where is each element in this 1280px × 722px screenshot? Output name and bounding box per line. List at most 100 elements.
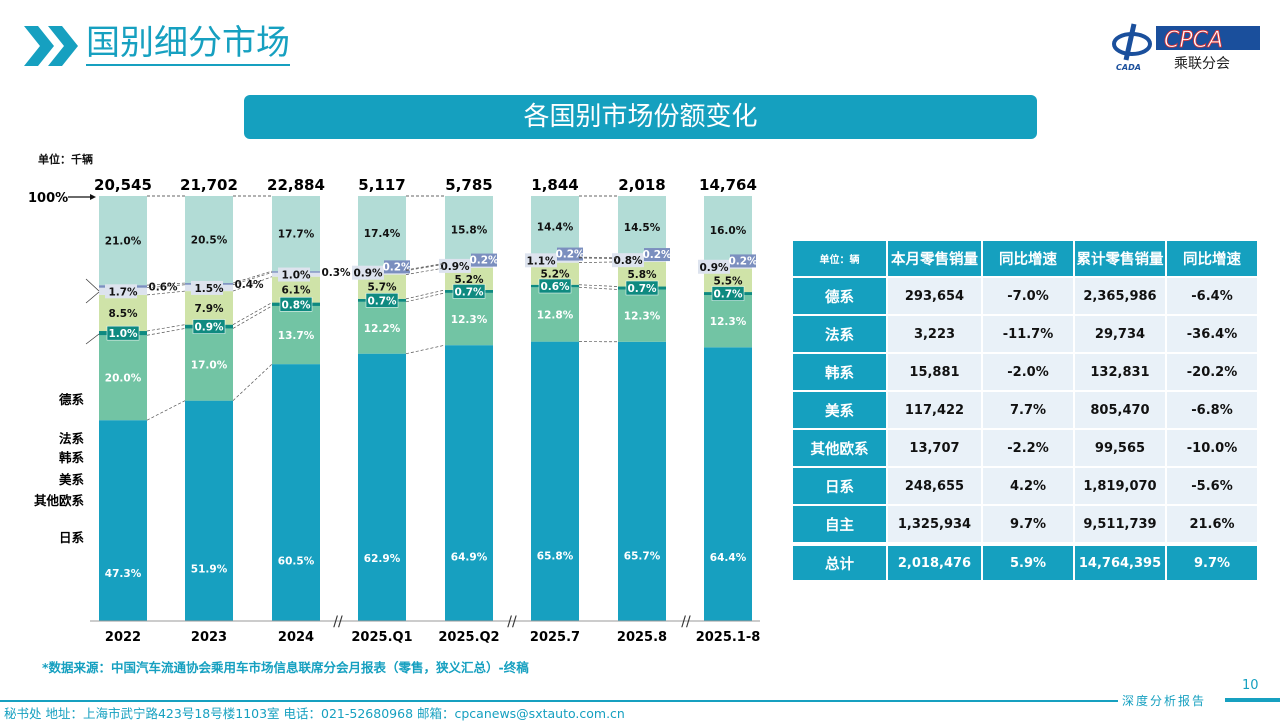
data-label: 0.7% xyxy=(627,283,657,295)
row-label: 自主 xyxy=(793,506,886,542)
bar-segment xyxy=(531,342,579,621)
table-cell: -10.0% xyxy=(1167,430,1257,466)
data-label: 12.3% xyxy=(710,316,747,328)
data-label: 8.5% xyxy=(108,308,138,320)
table-cell: 99,565 xyxy=(1075,430,1165,466)
arrow-icon xyxy=(90,194,96,200)
connector-line xyxy=(579,287,618,289)
total-label: 1,844 xyxy=(531,176,578,194)
data-label: 0.2% xyxy=(382,261,412,273)
connector-line xyxy=(147,328,185,335)
total-label: 5,785 xyxy=(445,176,492,194)
page-title: 国别细分市场 xyxy=(86,22,290,66)
footer-divider xyxy=(0,700,1118,702)
total-label: 5,117 xyxy=(358,176,405,194)
connector-line xyxy=(147,401,185,421)
table-cell: -7.0% xyxy=(983,278,1073,314)
table-cell: 9.7% xyxy=(983,506,1073,542)
data-label: 1.7% xyxy=(108,286,138,298)
table-cell: 1,325,934 xyxy=(888,506,981,542)
total-label: 20,545 xyxy=(94,176,152,194)
data-label: 7.9% xyxy=(194,303,224,315)
data-label: 21.0% xyxy=(105,236,142,248)
data-label: 0.2% xyxy=(642,249,672,261)
data-label: 0.9% xyxy=(699,262,729,274)
data-label: 12.3% xyxy=(624,311,661,323)
table-cell: -2.0% xyxy=(983,354,1073,390)
footer-divider-right xyxy=(1225,698,1280,702)
connector-line xyxy=(233,364,272,401)
row-label: 美系 xyxy=(793,392,886,428)
connector-line xyxy=(406,345,445,354)
page-number: 10 xyxy=(1242,678,1259,693)
table-cell: 4.2% xyxy=(983,468,1073,504)
data-label: 62.9% xyxy=(364,553,401,565)
total-label: 14,764 xyxy=(699,176,757,194)
series-label: 美系 xyxy=(59,472,85,487)
table-cell: -11.7% xyxy=(983,316,1073,352)
data-label: 17.7% xyxy=(278,229,315,241)
bar-segment xyxy=(445,345,493,621)
data-label: 14.5% xyxy=(624,222,661,234)
series-label: 德系 xyxy=(59,392,85,407)
table-cell: 2,365,986 xyxy=(1075,278,1165,314)
data-label: 0.2% xyxy=(469,255,499,267)
connector-line xyxy=(233,303,272,325)
svg-text:CPCA: CPCA xyxy=(1164,28,1223,53)
leader-line xyxy=(86,279,99,291)
data-label: 1.5% xyxy=(194,283,224,295)
data-label: 5.2% xyxy=(540,269,570,281)
axis-break-icon: // xyxy=(333,614,343,630)
chart-banner-title: 各国别市场份额变化 xyxy=(244,95,1037,139)
bar-segment xyxy=(99,420,147,621)
data-label: 1.0% xyxy=(108,328,138,340)
data-label: 12.8% xyxy=(537,309,574,321)
data-label: 5.7% xyxy=(367,282,397,294)
svg-text:CADA: CADA xyxy=(1116,63,1141,72)
svg-text:乘联分会: 乘联分会 xyxy=(1174,56,1230,72)
data-label: 0.2% xyxy=(555,249,585,261)
total-label: 21,702 xyxy=(180,176,238,194)
x-tick-label: 2024 xyxy=(278,630,314,645)
connector-line xyxy=(579,285,618,287)
data-label: 16.0% xyxy=(710,225,747,237)
row-label: 日系 xyxy=(793,468,886,504)
data-label: 0.9% xyxy=(194,322,224,334)
x-tick-label: 2022 xyxy=(105,630,141,645)
data-label: 5.2% xyxy=(454,274,484,286)
table-header: 本月零售销量 xyxy=(888,241,981,276)
data-label: 65.8% xyxy=(537,551,574,563)
table-cell: 117,422 xyxy=(888,392,981,428)
table-header: 单位：辆 xyxy=(793,241,886,276)
data-label: 0.9% xyxy=(440,261,470,273)
table-cell: 3,223 xyxy=(888,316,981,352)
cpca-logo: CADA CPCA 乘联分会 xyxy=(1112,20,1262,72)
data-label: 0.6% xyxy=(540,281,570,293)
total-cell: 9.7% xyxy=(1167,544,1257,580)
data-label: 17.0% xyxy=(191,360,228,372)
series-label: 日系 xyxy=(59,530,85,545)
total-cell: 5.9% xyxy=(983,544,1073,580)
footer-address: 秘书处 地址：上海市武宁路423号18号楼1103室 电话：021-526809… xyxy=(4,703,625,722)
report-label: 深度分析报告 xyxy=(1122,692,1206,709)
row-label: 法系 xyxy=(793,316,886,352)
x-tick-label: 2025.1-8 xyxy=(696,630,761,645)
table-cell: -2.2% xyxy=(983,430,1073,466)
data-label: 14.4% xyxy=(537,222,574,234)
data-label: 1.0% xyxy=(281,270,311,282)
data-label: 15.8% xyxy=(451,225,488,237)
data-label: 64.4% xyxy=(710,552,747,564)
bar-segment xyxy=(618,342,666,621)
data-label: 20.0% xyxy=(105,373,142,385)
total-label: 22,884 xyxy=(267,176,325,194)
leader-line xyxy=(86,292,99,303)
table-cell: -6.4% xyxy=(1167,278,1257,314)
